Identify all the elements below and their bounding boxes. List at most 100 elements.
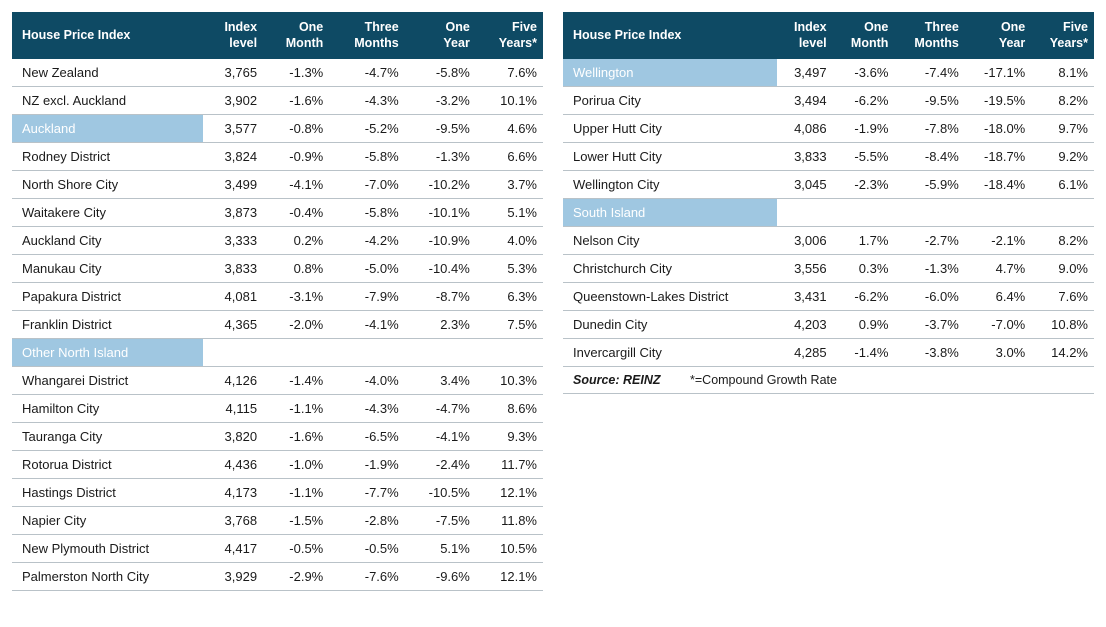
cell [405,339,476,367]
cell: -9.5% [405,115,476,143]
cell: -5.9% [894,171,964,199]
cell: 4,436 [203,451,263,479]
cell: -5.8% [329,199,404,227]
cell: -0.5% [329,535,404,563]
region-name: Rotorua District [12,451,203,479]
table-row: Auckland City3,3330.2%-4.2%-10.9%4.0% [12,227,543,255]
cell: 0.8% [263,255,329,283]
region-name: Papakura District [12,283,203,311]
cell: 3,820 [203,423,263,451]
cell: 5.1% [405,535,476,563]
cell: 9.3% [476,423,543,451]
cell: -1.4% [833,339,895,367]
cell: 3,833 [203,255,263,283]
cell: -5.5% [833,143,895,171]
table-row: Palmerston North City3,929-2.9%-7.6%-9.6… [12,563,543,591]
col-header: OneMonth [833,12,895,59]
col-header: ThreeMonths [894,12,964,59]
cell: 12.1% [476,479,543,507]
cell: 4,285 [777,339,833,367]
region-name: Whangarei District [12,367,203,395]
table-row: Hastings District4,173-1.1%-7.7%-10.5%12… [12,479,543,507]
col-header: OneYear [405,12,476,59]
tables-container: House Price IndexIndexlevelOneMonthThree… [12,12,1094,591]
cell: -6.0% [894,283,964,311]
section-label: Wellington [563,59,777,87]
section-row: Other North Island [12,339,543,367]
region-name: Palmerston North City [12,563,203,591]
table-row: Wellington City3,045-2.3%-5.9%-18.4%6.1% [563,171,1094,199]
source-label: Source: REINZ [573,373,661,387]
cell: -17.1% [965,59,1031,87]
cell: 4.0% [476,227,543,255]
cell: 4,173 [203,479,263,507]
cell: -7.5% [405,507,476,535]
col-header: FiveYears* [1031,12,1094,59]
region-name: Lower Hutt City [563,143,777,171]
cell: -0.4% [263,199,329,227]
cell: -5.2% [329,115,404,143]
cell: 6.4% [965,283,1031,311]
region-name: North Shore City [12,171,203,199]
region-name: Wellington City [563,171,777,199]
cell: -4.2% [329,227,404,255]
cell: -10.2% [405,171,476,199]
cell: -19.5% [965,87,1031,115]
cell: -8.4% [894,143,964,171]
cell: -4.7% [329,59,404,87]
cell: -0.5% [263,535,329,563]
cell: -5.8% [329,143,404,171]
cell: -1.0% [263,451,329,479]
right-column: House Price IndexIndexlevelOneMonthThree… [563,12,1094,394]
cell: 4.6% [476,115,543,143]
cell: -5.8% [405,59,476,87]
cell: 3,873 [203,199,263,227]
table-row: Whangarei District4,126-1.4%-4.0%3.4%10.… [12,367,543,395]
cell: -2.3% [833,171,895,199]
cell: 8.6% [476,395,543,423]
cell: 8.2% [1031,227,1094,255]
col-header: Indexlevel [777,12,833,59]
cell: 4,115 [203,395,263,423]
table-row: Napier City3,768-1.5%-2.8%-7.5%11.8% [12,507,543,535]
region-name: Upper Hutt City [563,115,777,143]
cell: -4.3% [329,395,404,423]
cell: -3.8% [894,339,964,367]
footnote: *=Compound Growth Rate [690,373,837,387]
cell: 3,902 [203,87,263,115]
cell: 3.7% [476,171,543,199]
cell: -3.2% [405,87,476,115]
section-row: Auckland3,577-0.8%-5.2%-9.5%4.6% [12,115,543,143]
table-row: Upper Hutt City4,086-1.9%-7.8%-18.0%9.7% [563,115,1094,143]
cell: 1.7% [833,227,895,255]
col-header: ThreeMonths [329,12,404,59]
table-row: Rotorua District4,436-1.0%-1.9%-2.4%11.7… [12,451,543,479]
table-row: Nelson City3,0061.7%-2.7%-2.1%8.2% [563,227,1094,255]
cell [1031,199,1094,227]
cell: 4,365 [203,311,263,339]
col-header: House Price Index [12,12,203,59]
table-row: Porirua City3,494-6.2%-9.5%-19.5%8.2% [563,87,1094,115]
cell [329,339,404,367]
region-name: Franklin District [12,311,203,339]
cell: 4,126 [203,367,263,395]
cell: 3,494 [777,87,833,115]
cell: 6.6% [476,143,543,171]
table-row: Rodney District3,824-0.9%-5.8%-1.3%6.6% [12,143,543,171]
cell: -4.3% [329,87,404,115]
table-row: Queenstown-Lakes District3,431-6.2%-6.0%… [563,283,1094,311]
table-row: Invercargill City4,285-1.4%-3.8%3.0%14.2… [563,339,1094,367]
cell: -1.9% [833,115,895,143]
region-name: Napier City [12,507,203,535]
cell: -0.8% [263,115,329,143]
cell: 4,417 [203,535,263,563]
cell: -2.4% [405,451,476,479]
region-name: Hastings District [12,479,203,507]
region-name: Christchurch City [563,255,777,283]
cell [263,339,329,367]
cell: 3,929 [203,563,263,591]
table-row: Franklin District4,365-2.0%-4.1%2.3%7.5% [12,311,543,339]
cell: -18.7% [965,143,1031,171]
cell: -10.4% [405,255,476,283]
cell: 3,765 [203,59,263,87]
